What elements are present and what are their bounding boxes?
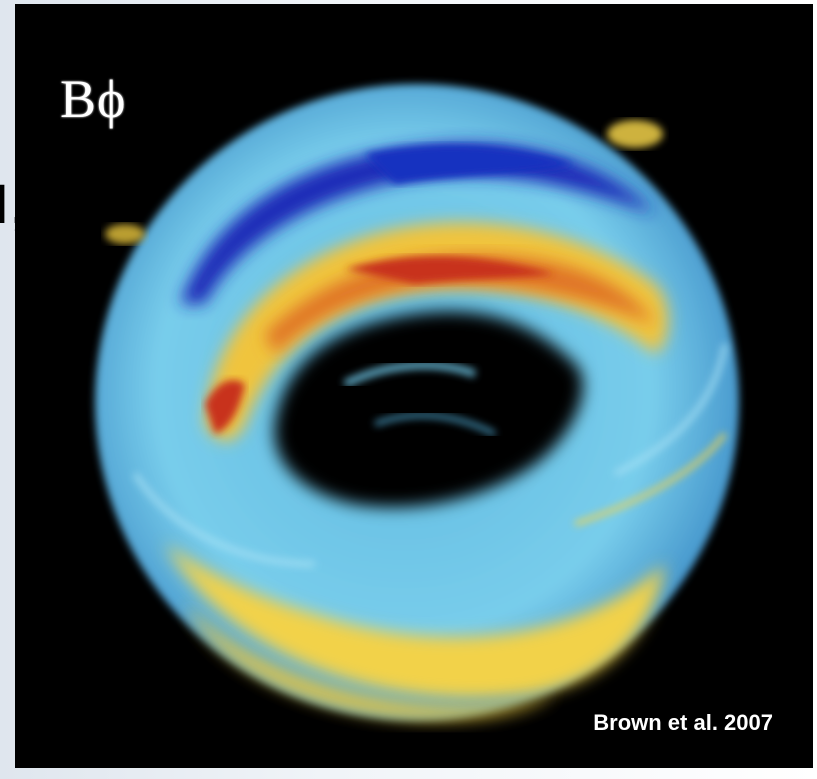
magnetic-field-sphere-image bbox=[95, 84, 739, 721]
upper-dark-blue-band bbox=[180, 142, 655, 304]
visualization-panel: Bϕ Brown et al. 2007 bbox=[15, 4, 813, 768]
inner-void bbox=[274, 311, 583, 508]
field-component-label: Bϕ bbox=[60, 69, 127, 129]
image-credit: Brown et al. 2007 bbox=[593, 710, 773, 735]
lower-yellow-band bbox=[165, 544, 665, 699]
